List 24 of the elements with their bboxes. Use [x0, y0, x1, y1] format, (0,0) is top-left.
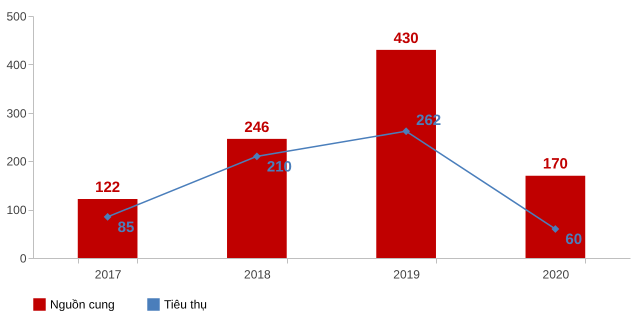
point	[402, 127, 410, 136]
data-label: 246	[244, 118, 270, 136]
y-tick-label: 500	[6, 10, 27, 24]
data-label: 122	[95, 178, 120, 196]
y-tick-label: 0	[20, 252, 27, 266]
data-label: 60	[565, 230, 582, 248]
point	[253, 152, 261, 160]
y-tick-label: 400	[6, 58, 27, 72]
data-label: 170	[542, 156, 568, 173]
point	[552, 225, 560, 233]
y-tick-label: 100	[6, 203, 27, 218]
point	[104, 212, 112, 221]
x-tick-label: 2017	[94, 268, 122, 282]
bar	[78, 198, 138, 258]
data-label: 85	[118, 218, 134, 236]
y-tick-label: 200	[6, 154, 27, 169]
data-label: 430	[394, 30, 419, 47]
legend-label: Tiêu thụ	[164, 298, 207, 312]
bar	[526, 176, 586, 258]
legend-label: Nguồn cung	[50, 298, 115, 312]
x-tick-label: 2020	[542, 268, 570, 282]
x-tick-label: 2018	[244, 268, 272, 282]
x-tick-label: 2019	[393, 268, 420, 282]
y-tick-label: 300	[6, 106, 27, 120]
